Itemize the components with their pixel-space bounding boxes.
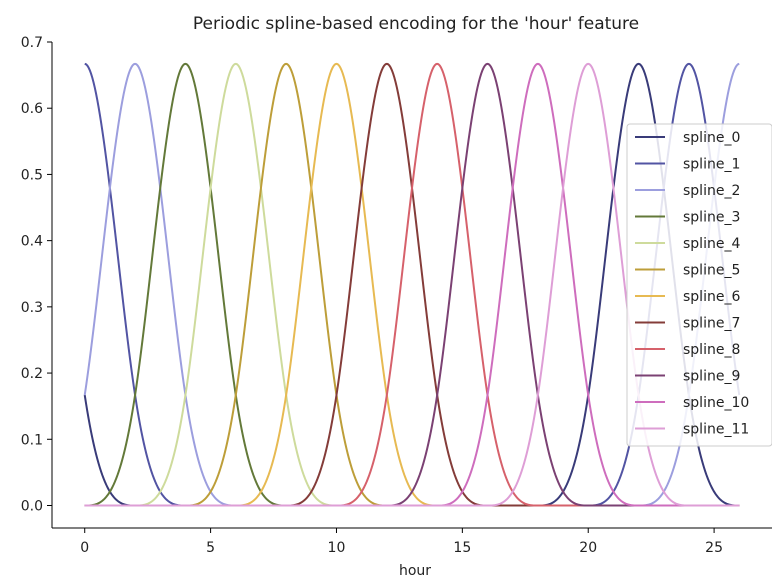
x-tick-label: 5	[206, 540, 215, 556]
y-tick-label: 0.1	[21, 432, 43, 448]
legend: spline_0 spline_1 spline_2 spline_3 spline_4…	[626, 123, 772, 447]
legend-label-spline_3: spline_3	[683, 210, 740, 226]
legend-label-spline_0: spline_0	[683, 130, 740, 146]
axes	[51, 42, 772, 529]
y-tick-label: 0.6	[21, 101, 43, 117]
x-tick-label: 10	[328, 540, 346, 556]
x-tick-label: 20	[579, 540, 597, 556]
x-tick-label: 0	[80, 540, 89, 556]
legend-label-spline_4: spline_4	[683, 236, 740, 252]
x-tick-label: 25	[705, 540, 723, 556]
y-tick-label: 0.3	[21, 300, 43, 316]
legend-label-spline_7: spline_7	[683, 316, 740, 332]
x-ticks: 0 5 10 15 20 25	[80, 528, 723, 556]
y-tick-label: 0.2	[21, 366, 43, 382]
legend-label-spline_5: spline_5	[683, 263, 740, 279]
y-tick-label: 0.5	[21, 167, 43, 183]
legend-label-spline_6: spline_6	[683, 289, 740, 305]
y-tick-label: 0.0	[21, 498, 43, 514]
chart-title: Periodic spline-based encoding for the '…	[193, 14, 639, 34]
legend-label-spline_8: spline_8	[683, 342, 740, 358]
legend-label-spline_9: spline_9	[683, 369, 740, 385]
legend-label-spline_11: spline_11	[683, 422, 749, 438]
legend-label-spline_1: spline_1	[683, 157, 740, 173]
plot-lines	[83, 62, 741, 507]
x-tick-label: 15	[453, 540, 471, 556]
y-ticks: 0.0 0.1 0.2 0.3 0.4 0.5 0.6 0.7	[21, 35, 52, 514]
y-tick-label: 0.4	[21, 234, 43, 250]
legend-label-spline_2: spline_2	[683, 183, 740, 199]
legend-label-spline_10: spline_10	[683, 395, 749, 411]
legend-box	[626, 123, 772, 447]
y-tick-label: 0.7	[21, 35, 43, 51]
x-axis-title: hour	[399, 563, 431, 578]
